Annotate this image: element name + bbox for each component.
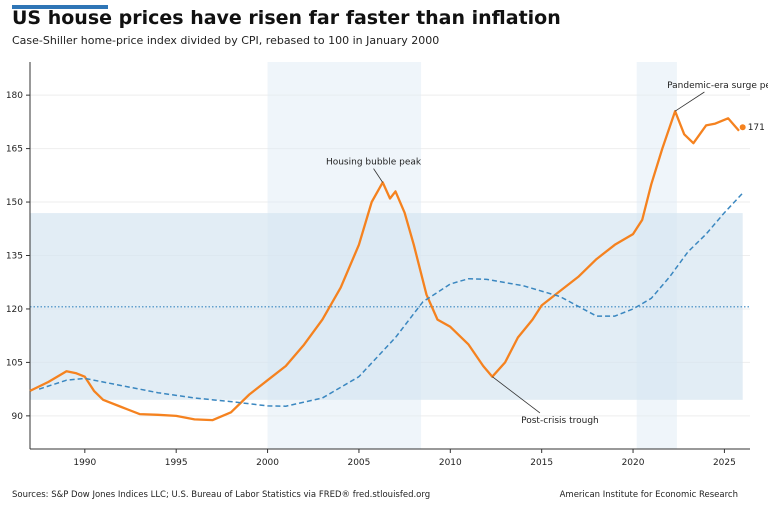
end-point-marker: [739, 124, 746, 131]
y-tick-label: 90: [12, 412, 24, 422]
x-tick-label: 1995: [165, 458, 188, 468]
annotation-arrow: [373, 168, 384, 183]
range-band: [30, 213, 743, 400]
y-tick-label: 135: [6, 252, 23, 262]
y-tick-label: 165: [6, 145, 23, 155]
source-note: Sources: S&P Dow Jones Indices LLC; U.S.…: [12, 490, 431, 500]
chart-title: US house prices have risen far faster th…: [12, 7, 561, 29]
y-tick-label: 120: [6, 305, 23, 315]
accent-bar: [12, 5, 108, 9]
x-tick-label: 2000: [256, 458, 279, 468]
y-tick-label: 180: [6, 91, 23, 101]
y-tick-label: 105: [6, 358, 23, 368]
y-tick-label: 150: [6, 198, 23, 208]
x-tick-label: 2010: [439, 458, 462, 468]
x-tick-label: 2005: [347, 458, 370, 468]
x-tick-label: 2025: [713, 458, 736, 468]
chart-subtitle: Case-Shiller home-price index divided by…: [12, 34, 440, 47]
end-point-label: 171: [748, 123, 765, 133]
annotation-label: Housing bubble peak: [326, 158, 422, 168]
real-house-price-line: [29, 110, 740, 422]
x-tick-label: 2020: [622, 458, 645, 468]
annotation-label: Pandemic-era surge peak: [667, 81, 768, 91]
x-tick-label: 2015: [530, 458, 553, 468]
x-tick-label: 1990: [73, 458, 96, 468]
annotation-arrow: [674, 91, 705, 112]
annotation-label: Post-crisis trough: [521, 416, 599, 426]
organization-credit: American Institute for Economic Research: [559, 490, 738, 500]
annotation-arrow: [492, 376, 541, 414]
